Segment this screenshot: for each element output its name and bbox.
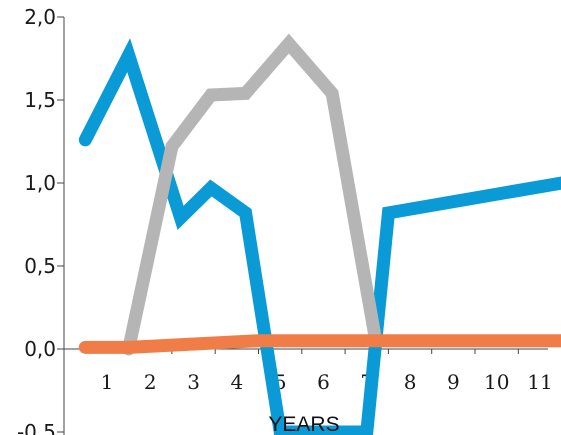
x-tick-label: 4 [231, 370, 244, 394]
y-tick-label: 1,5 [24, 88, 56, 112]
series-line-1 [78, 38, 561, 435]
x-tick-label: 9 [447, 370, 460, 394]
x-axis-title: YEARS [268, 413, 339, 435]
series-line-3 [78, 334, 561, 354]
series-layer [78, 33, 561, 435]
x-tick-label: 1 [101, 370, 114, 394]
y-axis-ticks: -0,5 0,0 0,5 1,0 1,5 2,0 [17, 5, 64, 435]
series-line-2 [122, 33, 382, 356]
x-tick-label: 3 [187, 370, 200, 394]
x-tick-label: 11 [527, 370, 552, 394]
y-tick-label: 2,0 [24, 5, 56, 29]
x-tick-label: 6 [317, 370, 330, 394]
y-tick-label: 0,5 [24, 254, 56, 278]
y-tick-label: -0,5 [17, 420, 56, 435]
y-tick-label: 1,0 [24, 171, 56, 195]
x-axis-ticks: 1 2 3 4 5 6 7 8 9 10 11 [101, 349, 553, 394]
y-tick-label: 0,0 [24, 337, 56, 361]
x-tick-label: 10 [484, 370, 509, 394]
x-tick-label: 2 [144, 370, 157, 394]
x-tick-label: 8 [404, 370, 417, 394]
